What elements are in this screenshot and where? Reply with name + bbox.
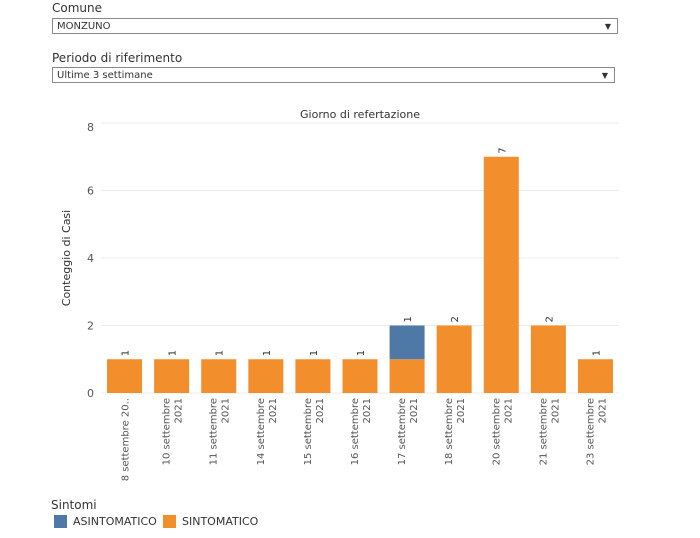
- y-tick-label: 4: [87, 252, 94, 265]
- y-axis-label: Conteggio di Casi: [60, 210, 73, 306]
- legend-title: Sintomi: [51, 498, 97, 512]
- comune-label: Comune: [52, 1, 103, 15]
- x-tick-label: 2021: [597, 398, 608, 423]
- periodo-value: Ultime 3 settimane: [57, 70, 153, 81]
- x-tick-label: 8 settembre 20..: [121, 398, 132, 481]
- x-tick-label: 14 settembre: [256, 398, 267, 465]
- data-label: 2: [544, 316, 555, 322]
- x-tick-label: 20 settembre: [491, 398, 502, 465]
- bar-sintomatico: [248, 359, 284, 393]
- x-tick-label: 2021: [503, 398, 514, 423]
- data-label: 1: [591, 350, 602, 356]
- y-tick-label: 0: [87, 387, 94, 400]
- data-label: 1: [262, 350, 273, 356]
- x-tick-label: 10 settembre: [162, 398, 173, 465]
- x-tick-label: 23 settembre: [585, 398, 596, 465]
- x-tick-label: 2021: [362, 398, 373, 423]
- x-tick-label: 2021: [315, 398, 326, 423]
- data-label: 1: [403, 316, 414, 322]
- legend-swatch-asintomatico: [54, 515, 67, 528]
- bar-sintomatico: [577, 359, 613, 393]
- data-label: 2: [450, 316, 461, 322]
- y-tick-label: 6: [87, 185, 94, 198]
- x-tick-label: 2021: [221, 398, 232, 423]
- x-tick-label: 16 settembre: [350, 398, 361, 465]
- x-tick-label: 17 settembre: [397, 398, 408, 465]
- legend-swatch-sintomatico: [163, 515, 176, 528]
- data-label: 7: [497, 147, 508, 153]
- bar-sintomatico: [201, 359, 237, 393]
- x-tick-label: 2021: [268, 398, 279, 423]
- x-tick-label: 18 settembre: [444, 398, 455, 465]
- bar-sintomatico: [389, 359, 425, 393]
- data-label: 1: [121, 350, 132, 356]
- x-tick-label: 15 settembre: [303, 398, 314, 465]
- y-tick-label: 8: [87, 121, 94, 134]
- bar-sintomatico: [436, 325, 472, 393]
- x-tick-label: 21 settembre: [538, 398, 549, 465]
- x-tick-label: 2021: [550, 398, 561, 423]
- chart-title: Giorno di refertazione: [300, 108, 420, 121]
- bar-sintomatico: [295, 359, 331, 393]
- chevron-down-icon: ▼: [601, 71, 608, 80]
- data-label: 1: [215, 350, 226, 356]
- bar-sintomatico: [483, 156, 519, 393]
- bar-sintomatico: [530, 325, 566, 393]
- x-tick-label: 2021: [174, 398, 185, 423]
- x-tick-label: 11 settembre: [209, 398, 220, 465]
- x-tick-label: 2021: [409, 398, 420, 423]
- legend-item-sintomatico[interactable]: SINTOMATICO: [163, 515, 258, 528]
- data-label: 1: [356, 350, 367, 356]
- bar-sintomatico: [107, 359, 143, 393]
- legend-label-asintomatico: ASINTOMATICO: [73, 515, 157, 528]
- periodo-label: Periodo di riferimento: [52, 51, 183, 65]
- legend-item-asintomatico[interactable]: ASINTOMATICO: [54, 515, 157, 528]
- x-tick-label: 2021: [456, 398, 467, 423]
- chevron-down-icon: ▼: [604, 22, 611, 31]
- periodo-select[interactable]: Ultime 3 settimane ▼: [52, 67, 615, 83]
- data-label: 1: [309, 350, 320, 356]
- bar-sintomatico: [342, 359, 378, 393]
- comune-select[interactable]: MONZUNO ▼: [52, 18, 618, 34]
- data-label: 1: [168, 350, 179, 356]
- bar-sintomatico: [154, 359, 190, 393]
- y-tick-label: 2: [87, 320, 94, 333]
- comune-value: MONZUNO: [57, 21, 111, 32]
- legend-label-sintomatico: SINTOMATICO: [182, 515, 259, 528]
- bar-asintomatico: [389, 325, 425, 360]
